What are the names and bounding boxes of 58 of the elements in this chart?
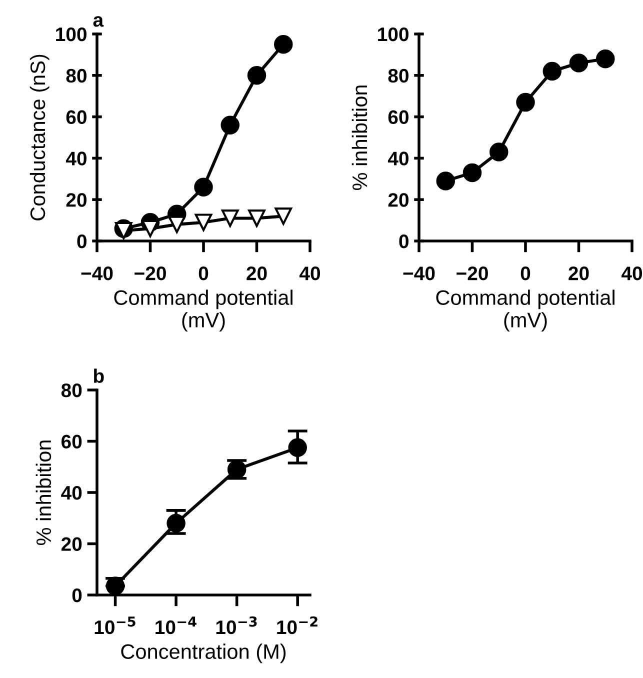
y-tick-label: 20 xyxy=(61,537,82,551)
point xyxy=(516,92,535,112)
x-tick-label: 10$^{−5}$ xyxy=(94,616,136,634)
point xyxy=(569,54,588,72)
point xyxy=(248,210,266,227)
y-tick-label: 60 xyxy=(388,110,408,124)
y-tick-label: 80 xyxy=(61,383,82,398)
x-axis-title: Concentration (M) xyxy=(121,644,286,664)
text: a xyxy=(93,16,104,27)
point xyxy=(436,172,456,190)
y-tick-label: 40 xyxy=(388,152,408,166)
x-axis-title: Command potential (mV) xyxy=(436,290,614,332)
y-tick-label: 40 xyxy=(66,152,86,166)
point xyxy=(194,178,213,197)
x-tick-label: −20 xyxy=(456,266,488,280)
y-axis-title: % inhibition xyxy=(352,86,368,190)
y-tick-label: 0 xyxy=(77,234,86,248)
x-axis-title: Command potential (mV) xyxy=(114,290,292,332)
x-tick-label: −20 xyxy=(134,266,166,280)
x-tick-label: 40 xyxy=(621,266,642,280)
point xyxy=(221,210,239,227)
point xyxy=(542,62,562,81)
point xyxy=(489,142,508,162)
y-tick-label: 80 xyxy=(388,68,408,83)
point xyxy=(462,163,482,182)
y-tick-label: 100 xyxy=(378,27,408,42)
x-tick-label: 40 xyxy=(299,266,320,280)
point xyxy=(194,214,212,232)
point xyxy=(106,576,125,596)
text: b xyxy=(94,368,104,383)
y-axis-title: % inhibition xyxy=(36,440,52,546)
y-tick-label: 20 xyxy=(388,193,408,207)
point xyxy=(247,66,266,85)
y-tick-label: 0 xyxy=(72,588,82,602)
point xyxy=(220,116,240,134)
x-tick-label: 10$^{−2}$ xyxy=(277,616,318,634)
y-tick-label: 100 xyxy=(56,27,86,42)
x-tick-label: −40 xyxy=(81,266,113,280)
y-tick-label: 80 xyxy=(66,68,86,83)
x-tick-label: 20 xyxy=(568,266,589,280)
y-tick-label: 60 xyxy=(66,110,86,124)
point xyxy=(168,216,186,234)
point xyxy=(166,514,186,533)
y-axis-title: Conductance (nS) xyxy=(30,54,50,220)
y-tick-label: 60 xyxy=(62,434,82,448)
x-tick-label: 10$^{−4}$ xyxy=(156,616,196,634)
y-tick-label: 0 xyxy=(399,234,408,248)
point xyxy=(274,207,292,225)
x-tick-label: −40 xyxy=(403,266,435,280)
x-tick-label: 0 xyxy=(198,266,208,280)
point xyxy=(288,438,307,458)
x-tick-label: 10$^{−3}$ xyxy=(216,616,257,634)
point xyxy=(596,49,615,68)
y-tick-label: 20 xyxy=(66,193,86,207)
x-tick-label: 20 xyxy=(246,266,267,280)
point xyxy=(274,34,293,54)
x-tick-label: 0 xyxy=(520,266,530,280)
y-tick-label: 40 xyxy=(61,486,82,500)
